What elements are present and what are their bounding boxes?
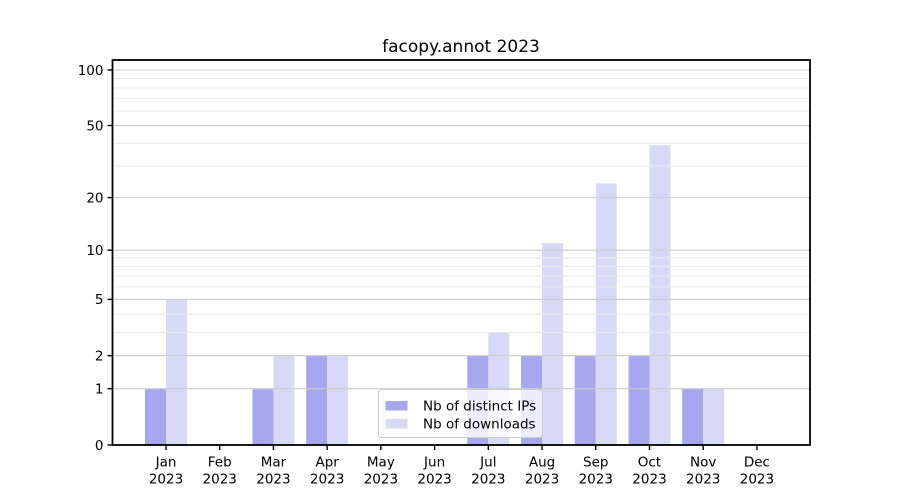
- bar-aug-downloads: [542, 243, 564, 445]
- x-tick-label-month: Dec: [744, 455, 770, 471]
- x-tick-label-month: Jan: [155, 455, 177, 471]
- grid-layer: [112, 69, 810, 390]
- y-tick-label: 5: [95, 292, 104, 308]
- x-tick-label-year: 2023: [632, 472, 666, 488]
- x-tick-label-year: 2023: [471, 472, 505, 488]
- legend-swatch-distinct-ips: [385, 401, 408, 411]
- bar-nov-distinct-ips: [682, 388, 704, 445]
- bar-mar-downloads: [273, 355, 295, 445]
- bar-sep-distinct-ips: [574, 355, 596, 445]
- plot-border: [111, 59, 811, 446]
- y-tick-label: 2: [95, 349, 104, 365]
- x-tick-label-month: Jul: [479, 455, 496, 471]
- bar-mar-distinct-ips: [252, 388, 274, 445]
- x-tick-label-month: Jun: [423, 455, 445, 471]
- bar-jan-distinct-ips: [145, 388, 166, 445]
- axes-layer: 0125102050100Jan2023Feb2023Mar2023Apr202…: [78, 63, 774, 488]
- x-tick-label-year: 2023: [256, 472, 290, 488]
- x-tick-label-year: 2023: [579, 472, 613, 488]
- y-tick-label: 20: [86, 190, 103, 206]
- x-tick-label-year: 2023: [417, 472, 451, 488]
- x-tick-label-year: 2023: [525, 472, 559, 488]
- chart-title: facopy.annot 2023: [382, 37, 540, 57]
- y-tick-label: 50: [86, 118, 103, 134]
- bar-apr-distinct-ips: [306, 355, 328, 445]
- legend: Nb of distinct IPs Nb of downloads: [378, 389, 543, 438]
- x-tick-label-year: 2023: [686, 472, 720, 488]
- legend-label-downloads: Nb of downloads: [423, 417, 536, 433]
- x-tick-label-month: Oct: [638, 455, 661, 471]
- x-tick-label-year: 2023: [740, 472, 774, 488]
- x-tick-label-year: 2023: [364, 472, 398, 488]
- x-tick-label-month: Apr: [315, 455, 339, 471]
- x-tick-label-month: Mar: [261, 455, 287, 471]
- legend-label-distinct-ips: Nb of distinct IPs: [423, 399, 536, 415]
- x-tick-label-year: 2023: [310, 472, 344, 488]
- x-tick-label-month: Aug: [529, 455, 555, 471]
- bar-apr-downloads: [327, 355, 349, 445]
- x-tick-label-year: 2023: [203, 472, 237, 488]
- bar-jan-downloads: [166, 299, 187, 445]
- x-tick-label-month: Nov: [690, 455, 716, 471]
- y-tick-label: 1: [95, 381, 104, 397]
- x-tick-label-year: 2023: [149, 472, 183, 488]
- bar-nov-downloads: [703, 388, 725, 445]
- bar-oct-downloads: [649, 145, 671, 445]
- y-tick-label: 100: [78, 63, 104, 79]
- x-tick-label-month: Sep: [583, 455, 608, 471]
- y-tick-label: 0: [95, 438, 104, 454]
- bar-oct-distinct-ips: [628, 355, 650, 445]
- legend-box: [378, 389, 543, 438]
- y-tick-label: 10: [86, 243, 103, 259]
- x-tick-label-month: Feb: [208, 455, 232, 471]
- x-tick-label-month: May: [367, 455, 395, 471]
- legend-swatch-downloads: [385, 419, 408, 429]
